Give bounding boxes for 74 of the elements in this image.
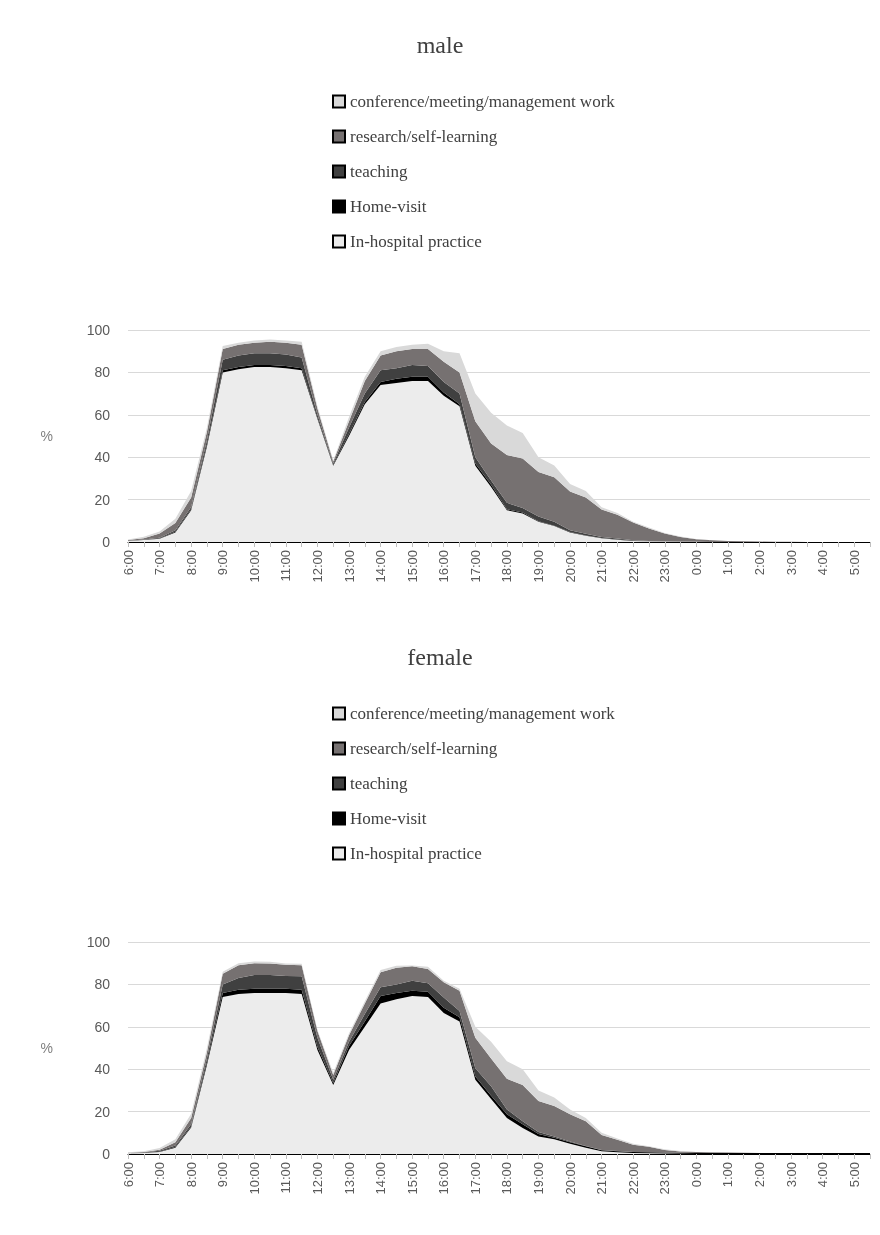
x-tick-label: 18:00: [499, 550, 515, 583]
y-tick-label: 20: [94, 1103, 111, 1120]
x-tick-label: 8:00: [183, 1162, 199, 1188]
legend-label: research/self-learning: [350, 127, 498, 146]
x-tick-label: 21:00: [594, 550, 610, 583]
x-tick-label: 12:00: [309, 550, 325, 583]
x-tick-label: 1:00: [720, 1162, 736, 1188]
legend-label: Home-visit: [350, 197, 427, 216]
x-tick-label: 11:00: [278, 550, 294, 582]
x-tick-label: 0:00: [688, 550, 704, 576]
x-tick-label: 4:00: [815, 550, 831, 576]
x-tick-label: 7:00: [152, 1162, 168, 1188]
y-tick-label: 40: [94, 449, 111, 466]
x-tick-label: 16:00: [436, 550, 452, 583]
x-tick-label: 18:00: [499, 1162, 515, 1195]
x-tick-label: 8:00: [183, 550, 199, 576]
x-tick-label: 15:00: [404, 1162, 420, 1195]
x-tick-label: 19:00: [530, 550, 546, 583]
y-tick-label: 100: [86, 934, 111, 950]
legend-label: teaching: [350, 774, 409, 793]
legend-label: conference/meeting/management work: [350, 704, 616, 723]
y-tick-label: 0: [102, 534, 111, 550]
x-tick-label: 13:00: [341, 1162, 357, 1195]
x-tick-label: 13:00: [341, 550, 357, 583]
x-tick-label: 6:00: [120, 550, 136, 576]
x-tick-label: 2:00: [751, 550, 767, 576]
chart-title: male: [416, 32, 464, 58]
y-tick-label: 60: [94, 1018, 111, 1035]
x-tick-label: 4:00: [815, 1162, 831, 1188]
y-tick-label: 20: [94, 491, 111, 508]
x-tick-label: 5:00: [846, 550, 862, 576]
x-tick-label: 21:00: [594, 1162, 610, 1195]
x-tick-label: 23:00: [657, 550, 673, 583]
x-tick-label: 19:00: [530, 1162, 546, 1195]
legend-label: teaching: [350, 162, 409, 181]
legend-label: In-hospital practice: [350, 844, 482, 863]
y-tick-label: 80: [94, 976, 111, 993]
x-tick-label: 2:00: [751, 1162, 767, 1188]
x-tick-label: 12:00: [309, 1162, 325, 1195]
chart-title: female: [407, 644, 473, 670]
x-tick-label: 22:00: [625, 550, 641, 583]
x-tick-label: 20:00: [562, 550, 578, 583]
x-tick-label: 17:00: [467, 1162, 483, 1195]
x-tick-label: 10:00: [246, 1162, 262, 1195]
legend-label: research/self-learning: [350, 739, 498, 758]
legend-label: conference/meeting/management work: [350, 92, 616, 111]
y-tick-label: 60: [94, 406, 111, 423]
y-tick-label: 0: [102, 1146, 111, 1162]
x-tick-label: 1:00: [720, 550, 736, 576]
y-tick-label: 80: [94, 364, 111, 381]
x-tick-label: 23:00: [657, 1162, 673, 1195]
x-tick-label: 20:00: [562, 1162, 578, 1195]
x-tick-label: 14:00: [373, 550, 389, 583]
x-tick-label: 6:00: [120, 1162, 136, 1188]
y-axis-title: %: [40, 428, 53, 444]
x-tick-label: 10:00: [246, 550, 262, 583]
y-axis-title: %: [40, 1040, 53, 1056]
x-tick-label: 5:00: [846, 1162, 862, 1188]
x-tick-label: 3:00: [783, 550, 799, 576]
x-tick-label: 9:00: [215, 1162, 231, 1188]
x-tick-label: 3:00: [783, 1162, 799, 1188]
x-tick-label: 22:00: [625, 1162, 641, 1195]
x-tick-label: 9:00: [215, 550, 231, 576]
x-tick-label: 16:00: [436, 1162, 452, 1195]
legend-label: In-hospital practice: [350, 232, 482, 251]
x-tick-label: 0:00: [688, 1162, 704, 1188]
x-tick-label: 11:00: [278, 1162, 294, 1194]
legend-label: Home-visit: [350, 809, 427, 828]
x-tick-label: 15:00: [404, 550, 420, 583]
x-tick-label: 7:00: [152, 550, 168, 576]
x-tick-label: 14:00: [373, 1162, 389, 1195]
x-tick-label: 17:00: [467, 550, 483, 583]
y-tick-label: 100: [86, 322, 111, 338]
y-tick-label: 40: [94, 1061, 111, 1078]
